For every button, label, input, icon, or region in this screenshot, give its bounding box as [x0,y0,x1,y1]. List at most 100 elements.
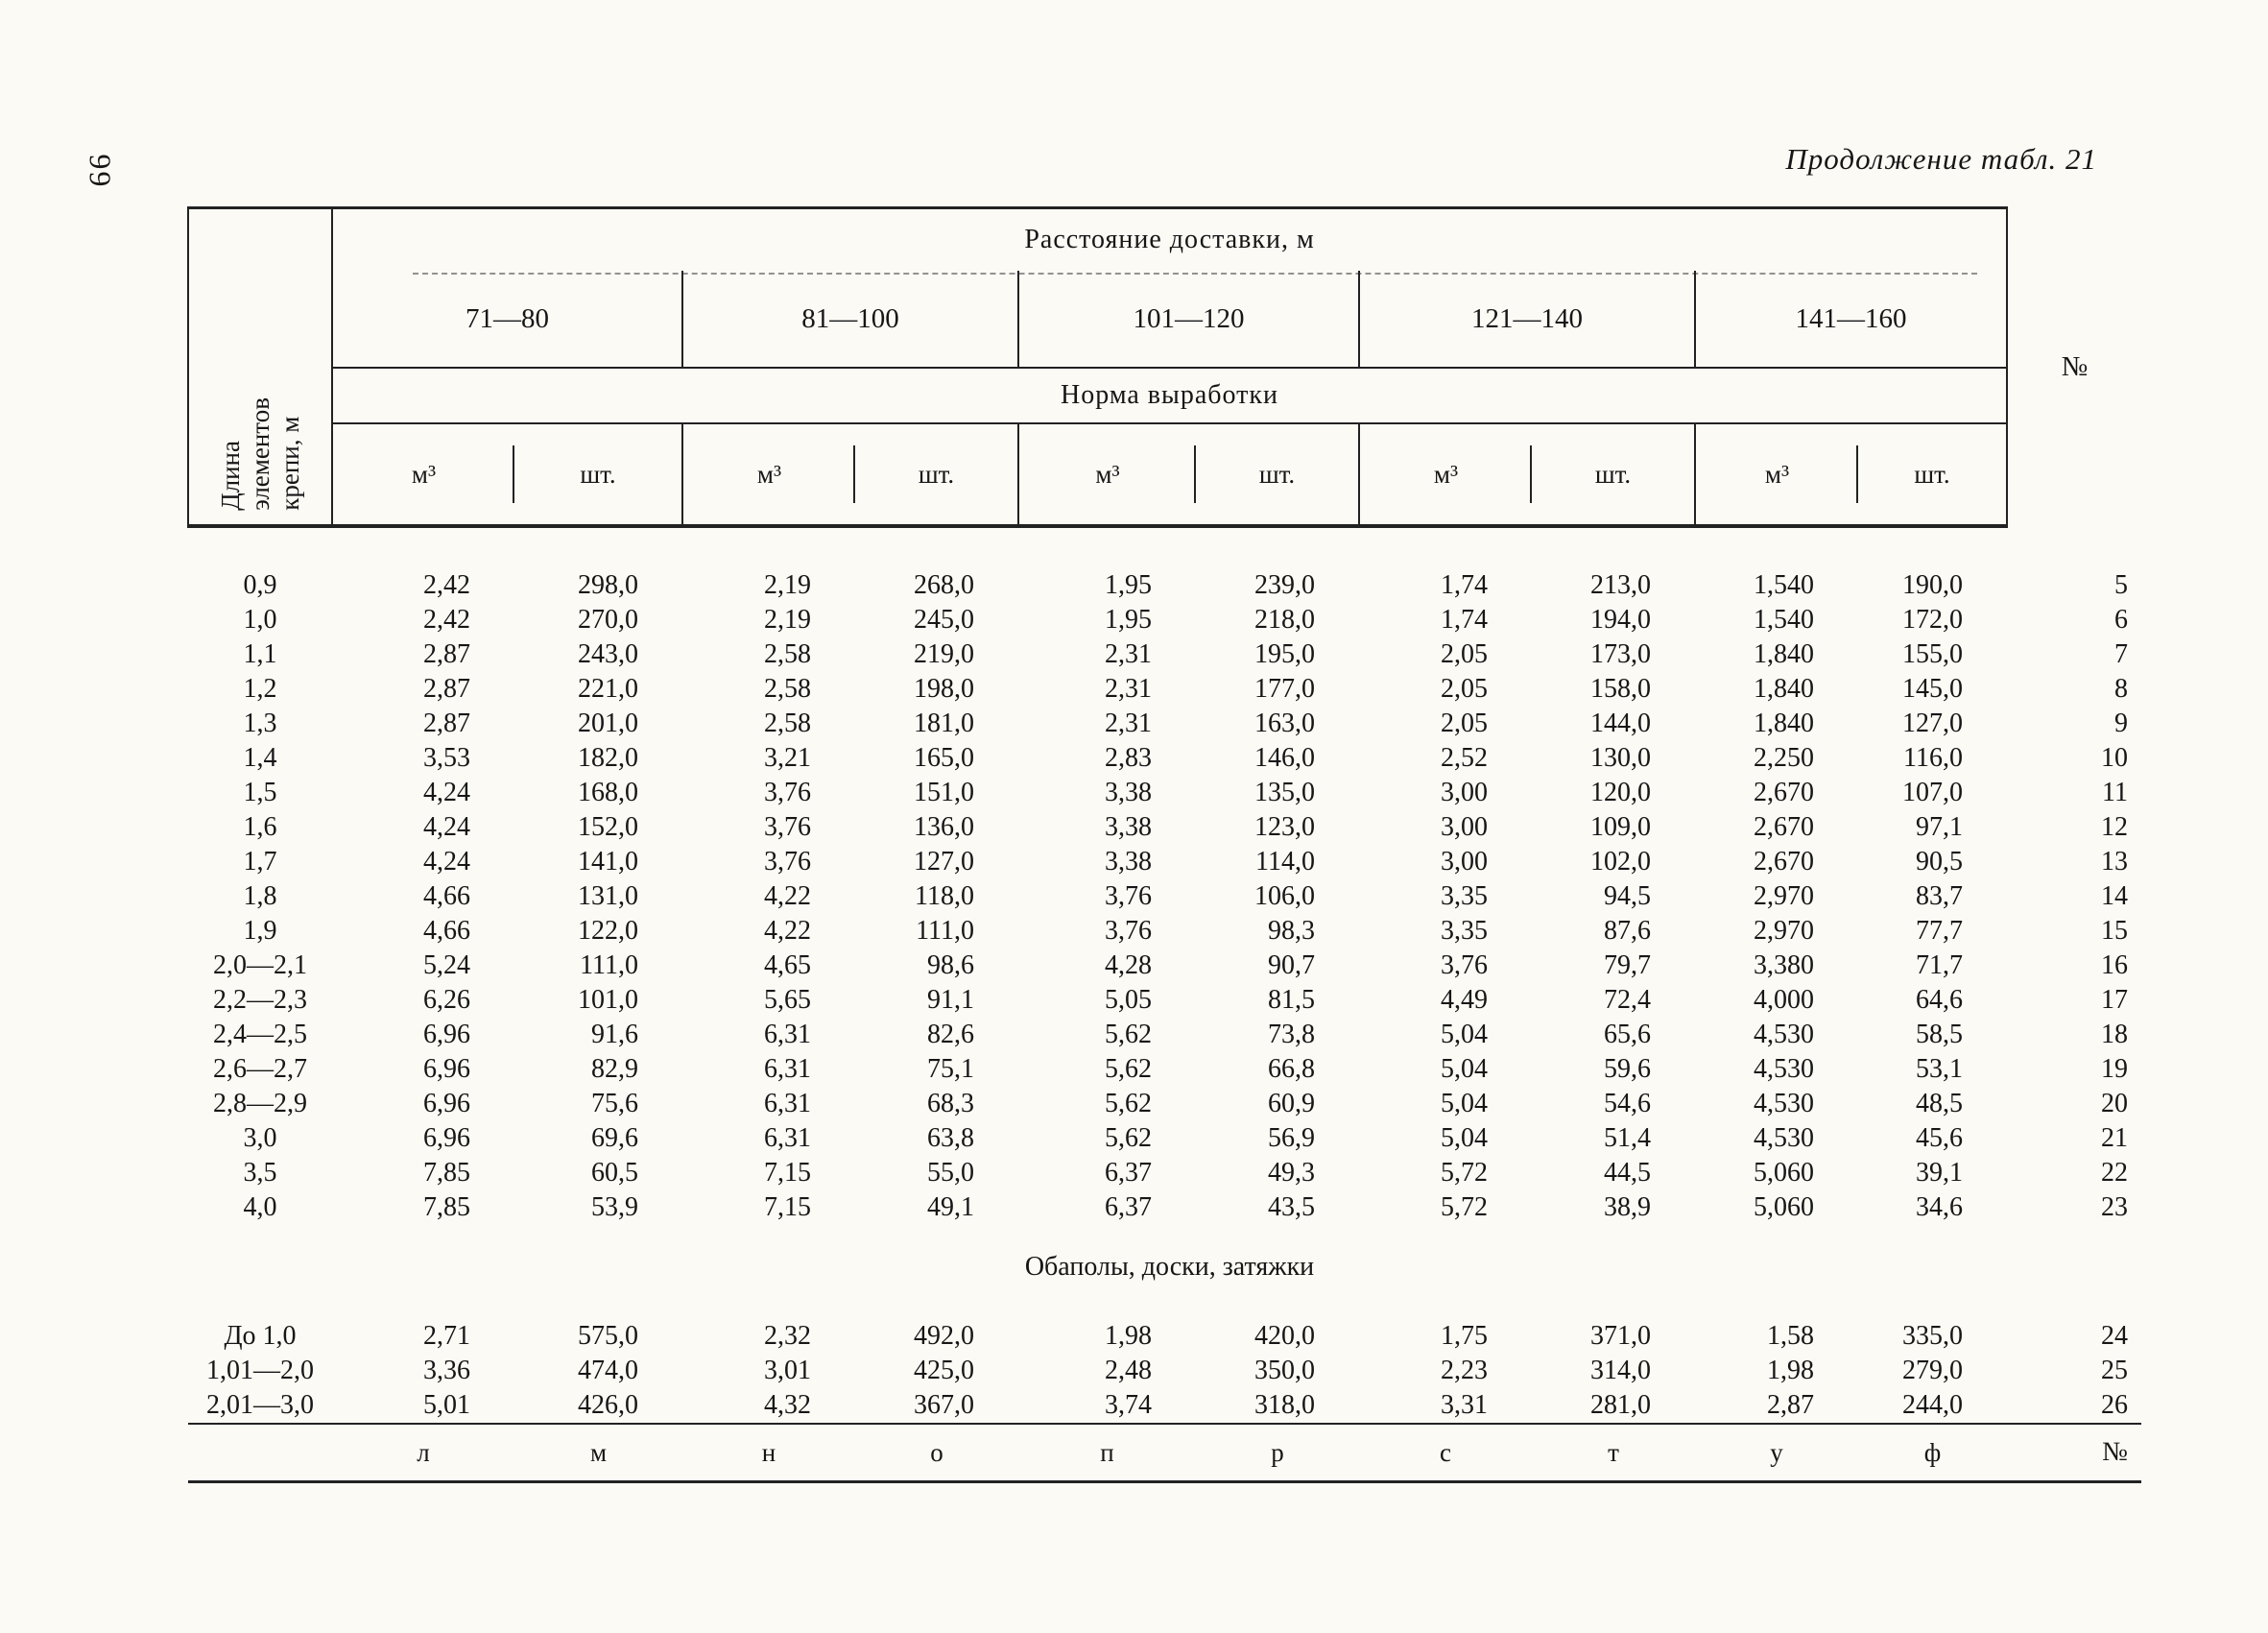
unit-label-pcs: шт. [514,423,683,528]
cell-value: 55,0 [927,1158,974,1188]
row-label: 3,0 [243,1123,277,1153]
cell-value: 181,0 [914,708,974,738]
cell-value: 5,04 [1441,1089,1488,1118]
letter-cell: о [855,1423,1018,1483]
cell-value: 5,04 [1441,1020,1488,1049]
table-row: До 1,0 2,71 575,0 2,32 492,0 1,98 420,0 1,75 371… [188,1319,2141,1354]
cell-value: 66,8 [1268,1054,1315,1084]
letter-cell: н [682,1423,855,1483]
cell-value: 173,0 [1590,639,1651,669]
cell-value: 2,87 [423,674,470,704]
cell-value: 127,0 [914,847,974,877]
cell-value: 243,0 [578,639,638,669]
cell-value: 75,6 [591,1089,638,1118]
row-number: 22 [2101,1158,2128,1188]
cell-value: 44,5 [1604,1158,1651,1188]
cell-value: 6,96 [423,1089,470,1118]
cell-value: 144,0 [1590,708,1651,738]
unit-label-pcs: шт. [855,423,1019,528]
row-label: 1,6 [243,812,277,842]
cell-value: 71,7 [1916,950,1963,980]
cell-value: 53,9 [591,1192,638,1222]
cell-value: 318,0 [1254,1390,1315,1420]
cell-value: 182,0 [578,743,638,773]
cell-value: 5,72 [1441,1192,1488,1222]
row-label: 1,7 [243,847,277,877]
row-number: 6 [2114,605,2128,635]
cell-value: 56,9 [1268,1123,1315,1153]
cell-value: 1,840 [1754,639,1814,669]
table-row: 4,0 7,85 53,9 7,15 49,1 6,37 43,5 5,72 38,9 5,060… [188,1190,2141,1225]
cell-value: 64,6 [1916,985,1963,1015]
cell-value: 141,0 [578,847,638,877]
unit-label-pcs: шт. [1196,423,1360,528]
cell-value: 2,58 [764,708,811,738]
cell-value: 2,58 [764,639,811,669]
table-row: 3,0 6,96 69,6 6,31 63,8 5,62 56,9 5,04 51,4 4,530… [188,1121,2141,1156]
row-number: 15 [2101,916,2128,946]
cell-value: 2,19 [764,605,811,635]
row-number: 24 [2101,1321,2128,1351]
table-row: 1,1 2,87 243,0 2,58 219,0 2,31 195,0 2,05 173,0 1… [188,637,2141,672]
cell-value: 48,5 [1916,1089,1963,1118]
row-number: 17 [2101,985,2128,1015]
cell-value: 575,0 [578,1321,638,1351]
cell-value: 60,9 [1268,1089,1315,1118]
cell-value: 4,49 [1441,985,1488,1015]
cell-value: 4,32 [764,1390,811,1420]
cell-value: 218,0 [1254,605,1315,635]
row-label: 1,1 [243,639,277,669]
cell-value: 5,060 [1754,1192,1814,1222]
table-row: 2,2—2,3 6,26 101,0 5,65 91,1 5,05 81,5 4,49 72,4… [188,983,2141,1018]
length-column-header: Длина элементов крепи, м [187,206,333,528]
cell-value: 3,74 [1105,1390,1152,1420]
row-label: 2,8—2,9 [213,1089,307,1118]
cell-value: 2,87 [1767,1390,1814,1420]
cell-value: 59,6 [1604,1054,1651,1084]
cell-value: 6,31 [764,1123,811,1153]
cell-value: 281,0 [1590,1390,1651,1420]
row-number: 16 [2101,950,2128,980]
cell-value: 82,6 [927,1020,974,1049]
cell-value: 3,76 [1441,950,1488,980]
cell-value: 2,58 [764,674,811,704]
cell-value: 111,0 [916,916,974,946]
table-caption: Продолжение табл. 21 [1785,142,2097,176]
cell-value: 81,5 [1268,985,1315,1015]
cell-value: 6,31 [764,1020,811,1049]
letter-cell: м [514,1423,682,1483]
cell-value: 2,83 [1105,743,1152,773]
table-row: 1,2 2,87 221,0 2,58 198,0 2,31 177,0 2,05 158,0 1… [188,672,2141,707]
length-column-label: Длина элементов крепи, м [215,397,304,511]
cell-value: 3,00 [1441,812,1488,842]
cell-value: 98,3 [1268,916,1315,946]
cell-value: 6,37 [1105,1192,1152,1222]
unit-label-m3: м³ [1018,423,1196,528]
units-row: м³ шт. м³ шт. м³ шт. м³ шт. м³ шт. [188,423,2141,528]
cell-value: 2,52 [1441,743,1488,773]
range-label: 121—140 [1359,271,1696,369]
cell-value: 165,0 [914,743,974,773]
row-label: 1,8 [243,881,277,911]
cell-value: 4,65 [764,950,811,980]
cell-value: 90,7 [1268,950,1315,980]
cell-value: 6,96 [423,1020,470,1049]
unit-label-m3: м³ [682,423,855,528]
cell-value: 118,0 [915,881,974,911]
cell-value: 114,0 [1255,847,1315,877]
row-number: 9 [2114,708,2128,738]
row-label: 1,0 [243,605,277,635]
table-row: 1,5 4,24 168,0 3,76 151,0 3,38 135,0 3,00 120,0 2… [188,776,2141,810]
letter-cell: л [332,1423,514,1483]
cell-value: 2,42 [423,570,470,600]
row-number: 20 [2101,1089,2128,1118]
row-label: 2,0—2,1 [213,950,307,980]
cell-value: 298,0 [578,570,638,600]
cell-value: 72,4 [1604,985,1651,1015]
cell-value: 492,0 [914,1321,974,1351]
table-row: 1,3 2,87 201,0 2,58 181,0 2,31 163,0 2,05 144,0 1… [188,707,2141,741]
row-number: 23 [2101,1192,2128,1222]
row-number: 11 [2102,778,2128,807]
row-label: 1,5 [243,778,277,807]
cell-value: 201,0 [578,708,638,738]
